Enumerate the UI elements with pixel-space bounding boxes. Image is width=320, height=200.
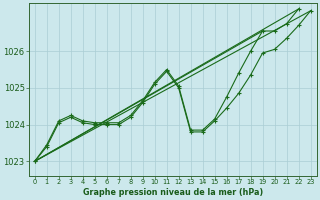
X-axis label: Graphe pression niveau de la mer (hPa): Graphe pression niveau de la mer (hPa): [83, 188, 263, 197]
